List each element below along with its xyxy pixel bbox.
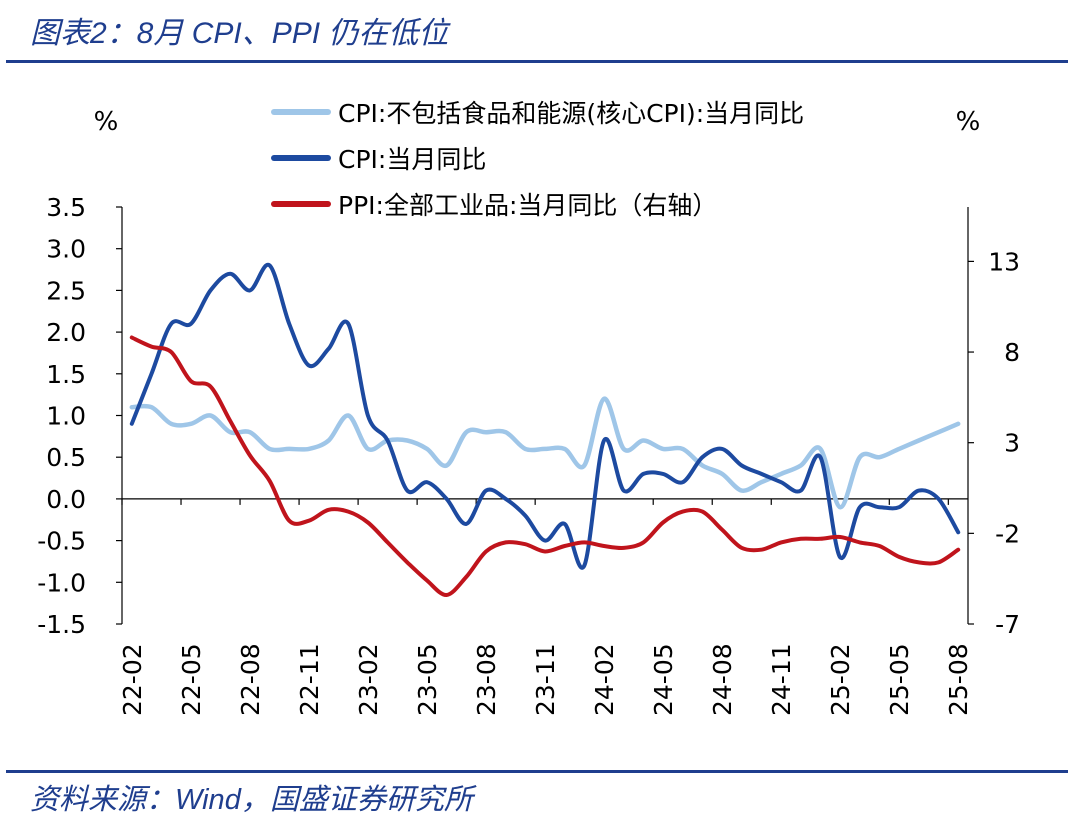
axes: 3.5 3.0 2.5 2.0 1.5 1.0 0.5 0.0 -0.5 -1.0 -1.5 13 8 3… <box>37 193 1020 716</box>
left-tick-label: -1.0 <box>37 568 86 597</box>
series-line-ppi <box>129 335 961 597</box>
series-line-cpi <box>129 262 961 570</box>
x-tick-label: 22-11 <box>295 643 324 716</box>
x-tick-label: 25-02 <box>826 643 855 716</box>
title-rule <box>6 60 1068 63</box>
x-tick-label: 23-11 <box>531 643 560 716</box>
left-tick-label: 3.5 <box>46 193 86 222</box>
left-tick-label: -0.5 <box>37 527 86 556</box>
x-tick-label: 22-05 <box>177 643 206 716</box>
source-rule <box>6 770 1068 773</box>
x-tick-label: 23-02 <box>354 643 383 716</box>
left-tick-label: 1.0 <box>46 402 86 431</box>
left-tick-label: 3.0 <box>46 235 86 264</box>
left-tick-label: 1.5 <box>46 360 86 389</box>
legend-item-core-cpi[interactable]: CPI:不包括食品和能源(核心CPI):当月同比 <box>271 99 804 128</box>
legend-label-ppi: PPI:全部工业品:当月同比（右轴） <box>338 191 717 220</box>
source-note: 资料来源：Wind，国盛证券研究所 <box>30 784 473 816</box>
series-lines <box>129 262 961 597</box>
x-tick-label: 24-08 <box>708 643 737 716</box>
legend-item-ppi[interactable]: PPI:全部工业品:当月同比（右轴） <box>271 191 717 220</box>
legend-item-cpi[interactable]: CPI:当月同比 <box>271 145 486 174</box>
x-tick-label: 25-08 <box>944 643 973 716</box>
left-tick-label: 2.0 <box>46 318 86 347</box>
right-axis-unit: % <box>956 107 981 137</box>
x-tick-label: 24-05 <box>649 643 678 716</box>
x-tick-label: 22-02 <box>118 643 147 716</box>
x-tick-label: 22-08 <box>236 643 265 716</box>
figure-title: 图表2：8月 CPI、PPI 仍在低位 <box>30 17 449 50</box>
x-tick-label: 23-08 <box>472 643 501 716</box>
left-tick-label: 2.5 <box>46 276 86 305</box>
left-tick-label: 0.5 <box>46 443 86 472</box>
right-tick-label: 13 <box>988 247 1020 276</box>
x-tick-label: 24-11 <box>767 643 796 716</box>
right-tick-label: -7 <box>995 610 1020 639</box>
legend-label-cpi: CPI:当月同比 <box>338 145 486 174</box>
series-line-core-cpi <box>129 396 961 510</box>
left-tick-label: 0.0 <box>46 485 86 514</box>
right-tick-label: 3 <box>1004 429 1020 458</box>
left-axis-unit: % <box>94 107 119 137</box>
legend: CPI:不包括食品和能源(核心CPI):当月同比 CPI:当月同比 PPI:全部… <box>271 99 804 220</box>
x-tick-label: 23-05 <box>413 643 442 716</box>
legend-label-core-cpi: CPI:不包括食品和能源(核心CPI):当月同比 <box>338 99 804 128</box>
right-tick-label: 8 <box>1004 338 1020 367</box>
x-tick-label: 24-02 <box>590 643 619 716</box>
right-tick-label: -2 <box>995 519 1020 548</box>
left-tick-label: -1.5 <box>37 610 86 639</box>
x-tick-label: 25-05 <box>885 643 914 716</box>
